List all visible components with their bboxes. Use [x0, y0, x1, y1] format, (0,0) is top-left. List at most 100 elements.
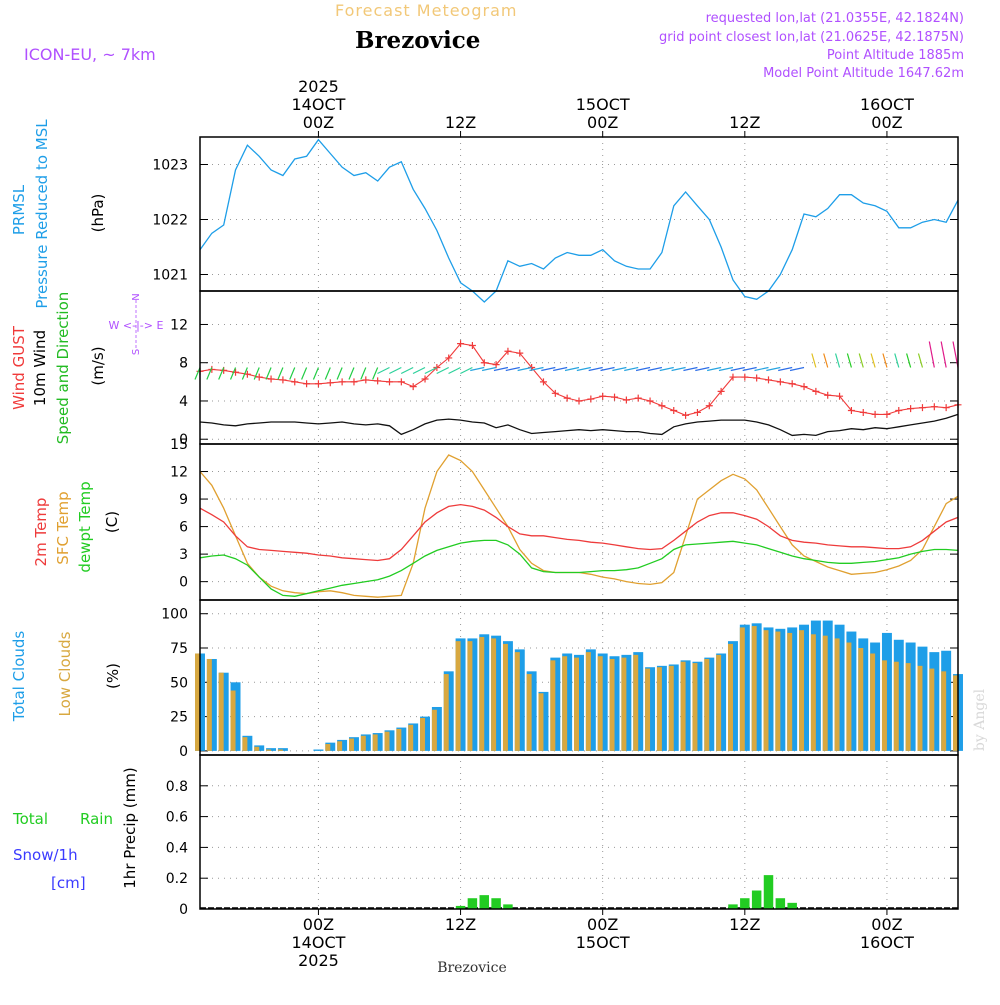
- precip-bar: [728, 904, 738, 909]
- pressure-ytick-label: 1021: [152, 268, 188, 284]
- wind-gust-marker: [480, 359, 488, 367]
- wind-direction-arrow: [241, 367, 248, 380]
- wind-direction-arrow: [541, 366, 556, 372]
- wind-direction-arrow: [360, 367, 367, 380]
- bottom-time-label: 00Z: [587, 915, 618, 934]
- cloud-low-bar: [218, 672, 224, 751]
- wind-direction-arrow: [301, 367, 308, 380]
- wind-gust-marker: [883, 410, 891, 418]
- compass-s: S: [131, 349, 142, 355]
- wind-gust-marker: [539, 378, 547, 386]
- model-label: ICON-EU, ~ 7km: [24, 45, 156, 64]
- wind-speed-line: [199, 413, 959, 437]
- pressure-panel: PRMSL Pressure Reduced to MSL (hPa): [10, 119, 107, 309]
- wind-gust-marker: [907, 405, 915, 413]
- wind-gust-marker: [859, 408, 867, 416]
- wind-ytick-label: 0: [179, 432, 188, 448]
- bottom-time-label: 00Z: [871, 915, 902, 934]
- precip-rain-label: Rain: [80, 810, 113, 828]
- cloud-low-bar: [739, 627, 745, 751]
- wind-gust-marker: [374, 377, 382, 385]
- wind-direction-arrow: [470, 366, 485, 372]
- top-time-label: 12Z: [445, 113, 476, 132]
- cloud-low-bar: [230, 690, 236, 751]
- wind-direction-arrow: [389, 366, 402, 375]
- bottom-time-label: 12Z: [729, 915, 760, 934]
- top-time-label: 00Z: [871, 113, 902, 132]
- pressure-line: [199, 138, 959, 303]
- temp-2m-label: 2m Temp: [32, 498, 50, 567]
- wind-direction-arrow: [671, 366, 686, 372]
- top-time-label: 16OCT: [860, 95, 914, 114]
- temp-sfc-label: SFC Temp: [54, 491, 72, 564]
- precip-frame: 0 0.2 0.4 0.6 0.8: [166, 755, 958, 918]
- wind-gust-marker: [208, 365, 216, 373]
- wind-direction-arrow: [811, 353, 817, 368]
- precip-ytick-label: 0.8: [166, 779, 188, 795]
- cloud-low-bar: [408, 724, 414, 751]
- wind-ytick-label: 12: [170, 317, 188, 333]
- pressure-frame: 1021 1022 1023: [152, 137, 959, 303]
- wind-gust-marker: [847, 407, 855, 415]
- wind-direction-arrow: [412, 366, 426, 375]
- cloud-low-bar: [360, 735, 366, 751]
- wind-gust-marker: [563, 394, 571, 402]
- wind-direction-arrow: [206, 367, 213, 380]
- wind-gust-marker: [918, 404, 926, 412]
- cloud-low-bar: [195, 653, 200, 751]
- cloud-low-bar: [206, 658, 212, 751]
- wind-unit: (m/s): [89, 346, 107, 385]
- cloud-low-bar: [443, 674, 449, 751]
- wind-direction-arrow: [289, 367, 296, 380]
- wind-direction-arrow: [612, 366, 627, 372]
- wind-gust-marker: [303, 380, 311, 388]
- cloud-low-bar: [763, 630, 769, 751]
- temp-dewpt-line: [199, 539, 959, 597]
- wind-gust-marker: [812, 387, 820, 395]
- cloud-low-bar: [420, 717, 426, 751]
- bottom-time-label: 15OCT: [576, 933, 630, 952]
- wind-direction-arrow: [882, 353, 888, 368]
- wind-gust-marker: [386, 378, 393, 386]
- cloud-total-bar: [313, 749, 324, 751]
- cloud-low-bar: [526, 674, 532, 751]
- cloud-low-bar: [668, 665, 674, 751]
- wind-direction-arrow: [940, 341, 947, 368]
- temperature-ytick-label: 9: [179, 492, 188, 508]
- cloud-low-bar: [396, 728, 402, 751]
- wind-gust-marker: [824, 391, 832, 399]
- precip-border: [199, 754, 959, 910]
- wind-direction-arrow: [730, 366, 745, 372]
- wind-gust-marker: [729, 373, 737, 381]
- cloud-low-bar: [633, 654, 639, 751]
- wind-direction-arrow: [789, 366, 805, 372]
- top-time-label: 00Z: [303, 113, 334, 132]
- wind-gust-marker: [658, 402, 666, 410]
- wind-direction-arrow: [742, 366, 757, 372]
- cloud-low-bar: [337, 741, 343, 751]
- cloud-low-bar: [834, 638, 840, 751]
- wind-gust-marker: [741, 373, 749, 381]
- wind-direction-arrow: [493, 366, 509, 372]
- wind-gust-marker: [421, 375, 429, 383]
- temperature-ytick-label: 12: [170, 465, 188, 481]
- temperature-frame: 0 3 6 9 12 15: [170, 437, 959, 600]
- cloud-low-bar: [799, 630, 805, 751]
- top-time-label: 14OCT: [291, 95, 345, 114]
- cloud-low-bar: [372, 734, 378, 751]
- wind-gust-marker: [468, 342, 476, 350]
- cloud-low-bar: [431, 709, 437, 751]
- wind-gust-label: Wind GUST: [10, 325, 28, 410]
- wind-gust-marker: [445, 354, 453, 362]
- precip-snow-label: Snow/1h: [13, 846, 78, 864]
- cloud-low-bar: [846, 642, 852, 751]
- cloud-low-bar: [491, 638, 497, 751]
- temp-unit: (C): [103, 511, 121, 533]
- wind-gust-marker: [634, 394, 642, 402]
- cloud-low-bar: [680, 661, 686, 751]
- wind-gust-marker: [279, 376, 287, 384]
- wind-gust-marker: [457, 340, 465, 348]
- wind-direction-arrow: [229, 367, 237, 380]
